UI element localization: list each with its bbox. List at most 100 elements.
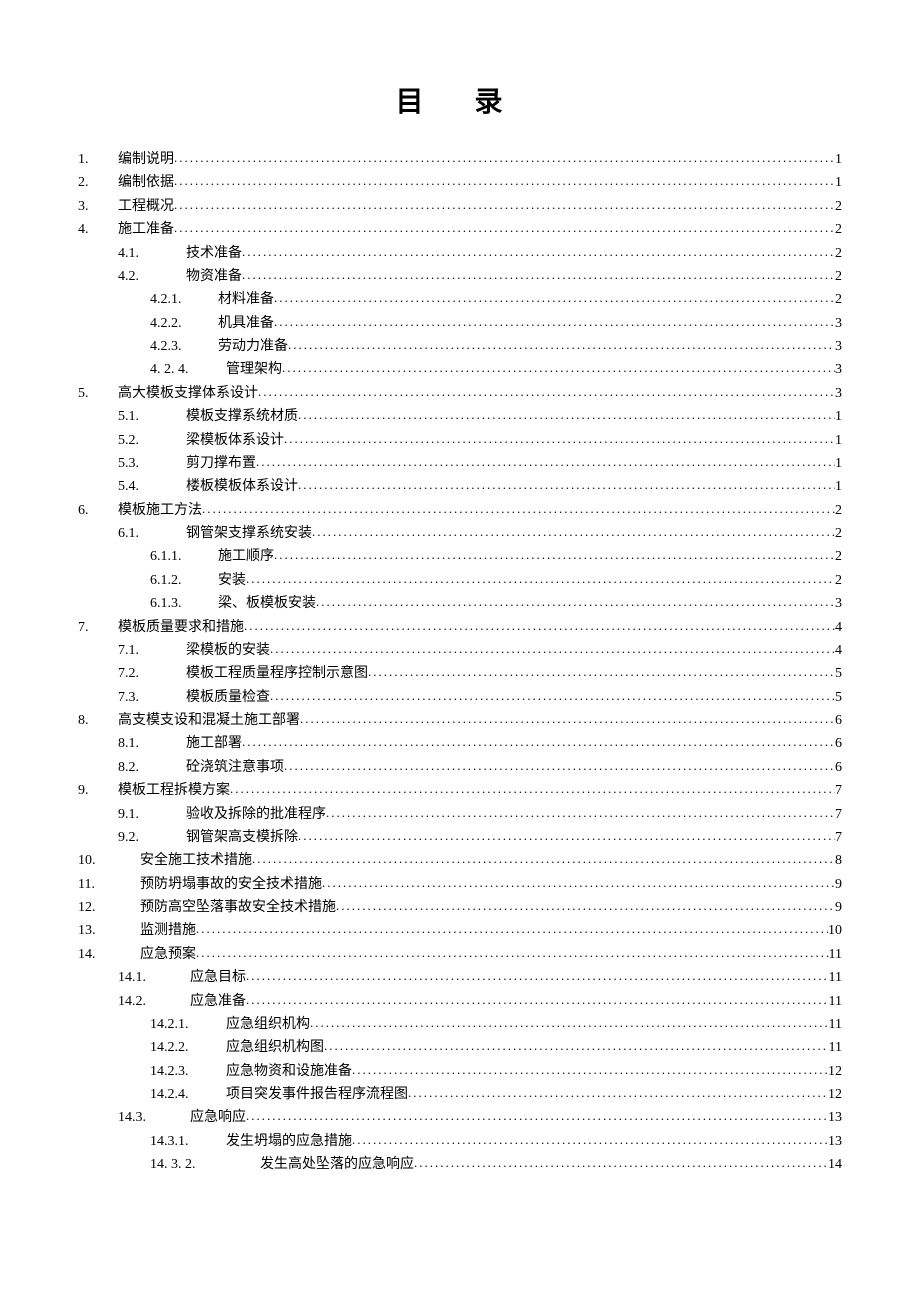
toc-leader-dots	[408, 1083, 828, 1104]
toc-leader-dots	[258, 382, 835, 403]
toc-leader-dots	[274, 312, 835, 333]
toc-leader-dots	[288, 335, 835, 356]
toc-entry-number: 4. 2. 4.	[150, 358, 226, 381]
toc-entry-number: 12.	[78, 896, 140, 919]
toc-entry-number: 6.	[78, 499, 118, 522]
toc-entry-number: 8.1.	[118, 732, 186, 755]
toc-entry-label: 编制说明	[118, 148, 174, 171]
toc-entry-label: 梁、板模板安装	[218, 592, 316, 615]
toc-entry: 6.1.2.安装2	[78, 569, 842, 592]
toc-entry-number: 9.	[78, 779, 118, 802]
toc-entry-number: 2.	[78, 171, 118, 194]
toc-entry-number: 13.	[78, 919, 140, 942]
toc-entry-number: 8.	[78, 709, 118, 732]
toc-entry-page: 9	[835, 896, 842, 919]
toc-entry: 13.监测措施10	[78, 919, 842, 942]
toc-entry-label: 模板支撑系统材质	[186, 405, 298, 428]
toc-entry-number: 10.	[78, 849, 140, 872]
toc-leader-dots	[414, 1153, 828, 1174]
toc-entry-number: 5.3.	[118, 452, 186, 475]
toc-entry-label: 劳动力准备	[218, 335, 288, 358]
toc-entry: 7.3.模板质量检查5	[78, 686, 842, 709]
toc-entry-number: 14.3.	[118, 1106, 190, 1129]
toc-entry-label: 模板工程质量程序控制示意图	[186, 662, 368, 685]
toc-entry-number: 6.1.1.	[150, 545, 218, 568]
toc-entry: 3.工程概况2	[78, 195, 842, 218]
toc-entry: 4.施工准备2	[78, 218, 842, 241]
toc-entry: 6.1.1.施工顺序2	[78, 545, 842, 568]
toc-leader-dots	[336, 896, 835, 917]
toc-entry-number: 11.	[78, 873, 140, 896]
toc-leader-dots	[242, 732, 835, 753]
toc-entry-label: 高大模板支撑体系设计	[118, 382, 258, 405]
toc-entry-page: 11	[829, 1013, 842, 1036]
toc-leader-dots	[244, 616, 835, 637]
toc-leader-dots	[174, 195, 835, 216]
toc-entry-page: 1	[835, 475, 842, 498]
toc-leader-dots	[284, 429, 835, 450]
toc-entry: 4.1.技术准备2	[78, 242, 842, 265]
toc-entry: 10.安全施工技术措施8	[78, 849, 842, 872]
toc-entry-label: 机具准备	[218, 312, 274, 335]
toc-entry-label: 梁模板的安装	[186, 639, 270, 662]
toc-entry-page: 9	[835, 873, 842, 896]
toc-entry-page: 13	[828, 1130, 842, 1153]
toc-entry-number: 14.	[78, 943, 140, 966]
toc-entry: 8.高支模支设和混凝土施工部署6	[78, 709, 842, 732]
toc-entry-label: 安装	[218, 569, 246, 592]
toc-entry-page: 2	[835, 218, 842, 241]
toc-entry-page: 2	[835, 499, 842, 522]
toc-entry: 2.编制依据1	[78, 171, 842, 194]
toc-entry-page: 1	[835, 429, 842, 452]
toc-entry-label: 预防高空坠落事故安全技术措施	[140, 896, 336, 919]
toc-entry-number: 14.2.3.	[150, 1060, 226, 1083]
toc-entry-label: 材料准备	[218, 288, 274, 311]
toc-entry-label: 应急预案	[140, 943, 196, 966]
toc-entry-page: 3	[835, 382, 842, 405]
toc-entry: 9.1.验收及拆除的批准程序7	[78, 803, 842, 826]
toc-entry-page: 12	[828, 1060, 842, 1083]
toc-entry: 4.2.物资准备2	[78, 265, 842, 288]
toc-leader-dots	[324, 1036, 829, 1057]
toc-entry-page: 11	[829, 966, 842, 989]
toc-entry-number: 7.2.	[118, 662, 186, 685]
toc-entry: 14.3.应急响应13	[78, 1106, 842, 1129]
toc-entry-number: 5.2.	[118, 429, 186, 452]
toc-entry-label: 楼板模板体系设计	[186, 475, 298, 498]
toc-entry-page: 2	[835, 522, 842, 545]
toc-entry-number: 14.2.2.	[150, 1036, 226, 1059]
toc-entry-label: 发生坍塌的应急措施	[226, 1130, 352, 1153]
toc-entry-page: 6	[835, 709, 842, 732]
toc-entry-label: 应急响应	[190, 1106, 246, 1129]
toc-entry-page: 1	[835, 171, 842, 194]
toc-leader-dots	[202, 499, 835, 520]
toc-entry-number: 4.2.3.	[150, 335, 218, 358]
toc-entry-label: 梁模板体系设计	[186, 429, 284, 452]
toc-leader-dots	[326, 803, 835, 824]
toc-leader-dots	[230, 779, 835, 800]
toc-leader-dots	[270, 686, 835, 707]
toc-leader-dots	[352, 1130, 828, 1151]
toc-entry-number: 14.3.1.	[150, 1130, 226, 1153]
toc-entry-number: 6.1.3.	[150, 592, 218, 615]
toc-entry-number: 6.1.	[118, 522, 186, 545]
toc-leader-dots	[196, 943, 829, 964]
toc-entry-page: 2	[835, 195, 842, 218]
toc-entry-page: 6	[835, 756, 842, 779]
toc-entry-page: 2	[835, 288, 842, 311]
toc-entry: 7.1.梁模板的安装4	[78, 639, 842, 662]
toc-leader-dots	[274, 288, 835, 309]
toc-leader-dots	[196, 919, 828, 940]
toc-entry: 14.1.应急目标11	[78, 966, 842, 989]
toc-entry: 5.4.楼板模板体系设计1	[78, 475, 842, 498]
toc-entry-number: 4.	[78, 218, 118, 241]
toc-entry-page: 10	[828, 919, 842, 942]
toc-leader-dots	[246, 569, 835, 590]
toc-leader-dots	[242, 265, 835, 286]
toc-entry: 6.1.钢管架支撑系统安装2	[78, 522, 842, 545]
toc-entry-page: 4	[835, 616, 842, 639]
toc-entry-label: 应急组织机构图	[226, 1036, 324, 1059]
toc-entry: 7.模板质量要求和措施4	[78, 616, 842, 639]
toc-entry-page: 3	[835, 358, 842, 381]
toc-entry-label: 技术准备	[186, 242, 242, 265]
